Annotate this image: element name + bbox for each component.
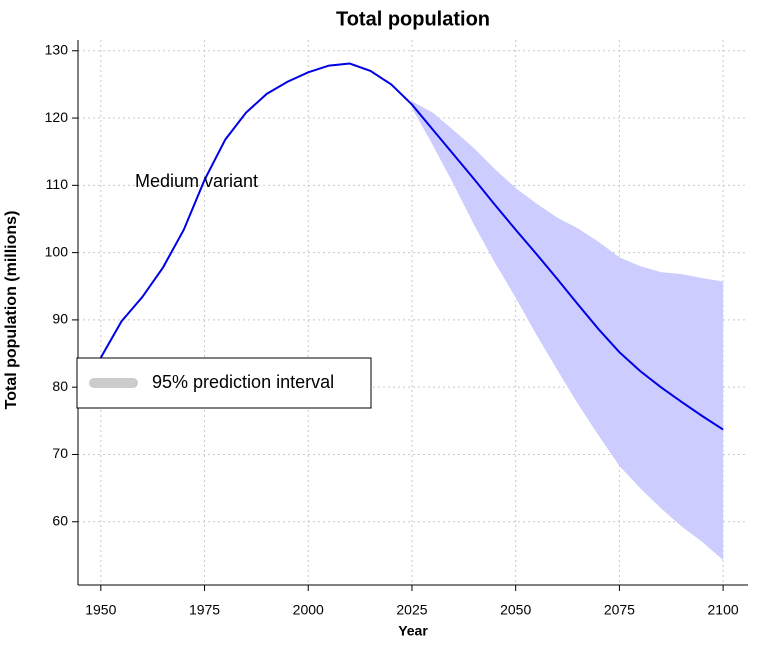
y-tick-label: 90	[52, 311, 68, 327]
x-tick-label: 2050	[500, 602, 531, 618]
x-axis-label: Year	[398, 623, 428, 639]
y-tick-label: 130	[45, 41, 69, 57]
x-tick-label: 2100	[708, 602, 739, 618]
y-axis-label: Total population (millions)	[3, 211, 20, 410]
y-tick-label: 100	[45, 243, 69, 259]
y-tick-label: 80	[52, 378, 68, 394]
x-tick-label: 1975	[189, 602, 220, 618]
y-tick-label: 120	[45, 109, 69, 125]
y-tick-label: 70	[52, 445, 68, 461]
annotation: Medium variant	[135, 171, 258, 191]
chart-title: Total population	[336, 8, 490, 30]
prediction-interval	[411, 101, 724, 561]
x-tick-label: 2000	[293, 602, 324, 618]
x-tick-label: 1950	[85, 602, 116, 618]
y-tick-label: 110	[46, 176, 69, 192]
x-tick-label: 2075	[604, 602, 635, 618]
series-line	[99, 62, 724, 431]
x-tick-label: 2025	[396, 602, 427, 618]
legend-label: 95% prediction interval	[152, 372, 334, 392]
y-tick-label: 60	[52, 512, 68, 528]
